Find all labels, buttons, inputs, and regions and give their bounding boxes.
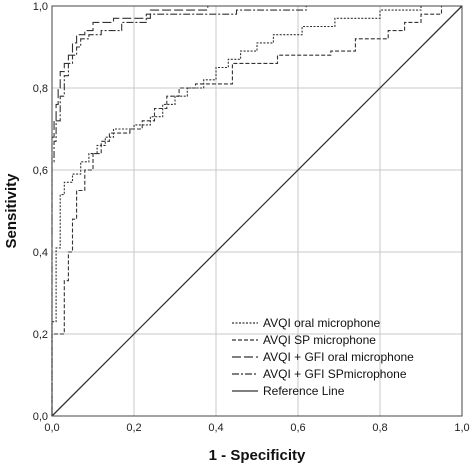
legend-label-3: AVQI + GFI SPmicrophone (263, 367, 407, 381)
series-layer (51, 5, 463, 417)
y-tick-label: 0,4 (33, 247, 48, 259)
x-tick-label: 1,0 (454, 422, 469, 434)
legend-label-1: AVQI SP microphone (263, 333, 376, 347)
x-tick-label: 0,8 (372, 422, 387, 434)
series-line-4 (51, 5, 463, 417)
y-tick-label: 0,8 (33, 83, 48, 95)
x-axis-label: 1 - Specificity (209, 447, 306, 464)
y-tick-label: 1,0 (33, 1, 48, 13)
series-line-1 (51, 5, 462, 416)
y-tick-label: 0,0 (33, 411, 48, 423)
series-line-2 (51, 5, 462, 416)
plot-frame (51, 5, 463, 417)
series-line-3 (51, 5, 462, 416)
y-tick-label: 0,2 (33, 329, 48, 341)
x-tick-label: 0,4 (208, 422, 223, 434)
legend-label-4: Reference Line (263, 384, 345, 398)
y-tick-label: 0,6 (33, 165, 48, 177)
y-axis-label: Sensitivity (3, 173, 20, 249)
x-tick-label: 0,6 (290, 422, 305, 434)
legend: AVQI oral microphone AVQI SP microphone AV… (232, 316, 414, 398)
legend-label-0: AVQI oral microphone (263, 316, 380, 330)
x-tick-label: 0,2 (126, 422, 141, 434)
tick-labels: 0,0 0,2 0,4 0,6 0,8 1,0 0,0 0,2 0,4 0,6 0,8 1,0 (33, 1, 470, 434)
legend-label-2: AVQI + GFI oral microphone (263, 350, 414, 364)
series-line-0 (51, 5, 462, 416)
x-tick-label: 0,0 (44, 422, 59, 434)
